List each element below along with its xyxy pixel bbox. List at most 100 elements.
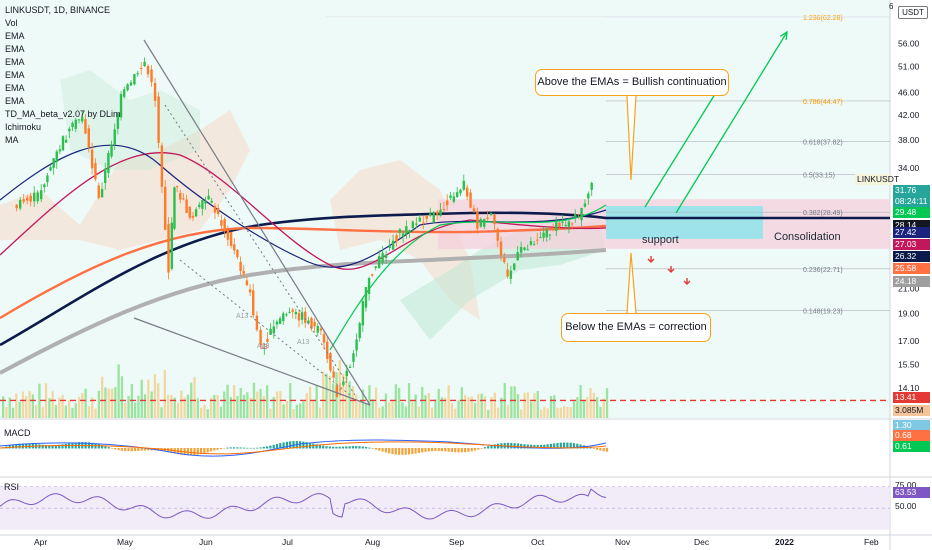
volume-bar (457, 400, 460, 418)
ema-line-navy (0, 211, 607, 347)
price-tag: 26.32 (893, 251, 930, 262)
volume-bar (348, 381, 351, 418)
candle (539, 237, 542, 239)
indicator-item[interactable]: EMA (5, 31, 25, 41)
volume-bar (351, 386, 355, 418)
td-mark: A13 (236, 313, 249, 320)
indicator-item[interactable]: EMA (5, 96, 25, 106)
volume-bar (427, 392, 430, 418)
volume-bar (411, 400, 414, 418)
volume-bar (259, 388, 262, 418)
macd-histogram-bar (510, 442, 513, 449)
macd-histogram-bar (279, 443, 282, 449)
macd-histogram-bar (365, 446, 368, 449)
candle (319, 328, 323, 331)
volume-bar (318, 407, 322, 418)
candle (489, 213, 493, 215)
volume-bar (206, 409, 209, 418)
price-tag: 25.58 (893, 263, 930, 274)
macd-histogram-bar (596, 448, 599, 450)
macd-histogram-bar (523, 444, 526, 449)
volume-bar (586, 396, 589, 418)
volume-bar (437, 388, 440, 418)
price-tag: 27.42 (893, 227, 930, 238)
volume-bar (25, 396, 28, 418)
ema-line-blue (0, 144, 607, 268)
volume-bar (460, 387, 463, 418)
macd-histogram-bar (348, 446, 351, 449)
candle (352, 353, 355, 362)
macd-histogram-bar (404, 448, 407, 455)
callout-pointer (626, 95, 637, 181)
macd-histogram-bar (431, 448, 434, 452)
candle (84, 119, 87, 134)
volume-bar (216, 395, 219, 418)
macd-histogram-bar (282, 442, 285, 449)
candle (542, 232, 545, 238)
callout-pointer (626, 252, 637, 314)
macd-histogram-bar (275, 443, 279, 449)
time-tick-label: 2022 (775, 537, 794, 547)
macd-histogram-bar (124, 448, 127, 452)
candle (300, 312, 304, 320)
currency-button[interactable]: USDT (898, 6, 928, 19)
candle (100, 189, 104, 198)
macd-histogram-bar (358, 446, 361, 449)
candle (564, 225, 567, 227)
volume-bar (180, 390, 183, 418)
volume-bar (368, 385, 371, 418)
price-tick-label: 19.00 (898, 308, 920, 318)
volume-bar (470, 396, 473, 418)
candle (188, 206, 191, 218)
macd-histogram-bar (543, 444, 546, 449)
candle (436, 211, 439, 215)
candle (310, 318, 313, 329)
macd-histogram-bar (246, 447, 249, 449)
indicator-item[interactable]: EMA (5, 70, 25, 80)
candle (388, 246, 391, 248)
time-tick-label: Oct (531, 537, 545, 547)
macd-histogram-bar (114, 448, 117, 450)
time-tick-label: Aug (365, 537, 380, 547)
candle (395, 235, 398, 242)
macd-histogram-bar (203, 448, 206, 454)
indicator-item[interactable]: EMA (5, 57, 25, 67)
macd-histogram-bar (536, 444, 539, 449)
volume-bar (186, 394, 190, 418)
candle (242, 270, 245, 274)
indicator-item[interactable]: Ichimoku (5, 122, 42, 132)
volume-bar (213, 394, 216, 418)
candle (422, 222, 425, 224)
volume-bar (536, 390, 539, 418)
indicator-item[interactable]: EMA (5, 83, 25, 93)
indicator-item[interactable]: MA (5, 135, 19, 145)
candle (49, 167, 52, 171)
volume-bar (404, 406, 407, 418)
candle (252, 290, 255, 316)
fib-label: 0.786(44.47) (803, 99, 843, 106)
indicator-item[interactable]: EMA (5, 44, 25, 54)
volume-bar (51, 391, 54, 418)
volume-bar (219, 406, 223, 418)
symbol-title[interactable]: LINKUSDT, 1D, BINANCE (5, 5, 111, 15)
candle (52, 158, 55, 168)
indicator-item[interactable]: TD_MA_beta_v2.07 by DLim (5, 109, 121, 119)
volume-bar (11, 407, 15, 418)
candle (338, 389, 342, 391)
candle (408, 230, 411, 233)
macd-histogram-bar (483, 447, 486, 449)
macd-histogram-bar (226, 447, 229, 449)
candle (476, 211, 479, 229)
macd-histogram-bar (427, 448, 430, 452)
candle (398, 229, 402, 234)
price-tick-label: 15.50 (898, 359, 920, 369)
macd-histogram-bar (54, 444, 57, 449)
candle (272, 326, 275, 334)
volume-bar (38, 383, 41, 418)
indicator-item[interactable]: Vol (5, 18, 18, 28)
candle (129, 82, 133, 86)
volume-bar (480, 393, 483, 418)
wedge-dotted-line (179, 259, 351, 396)
candle (329, 352, 332, 371)
